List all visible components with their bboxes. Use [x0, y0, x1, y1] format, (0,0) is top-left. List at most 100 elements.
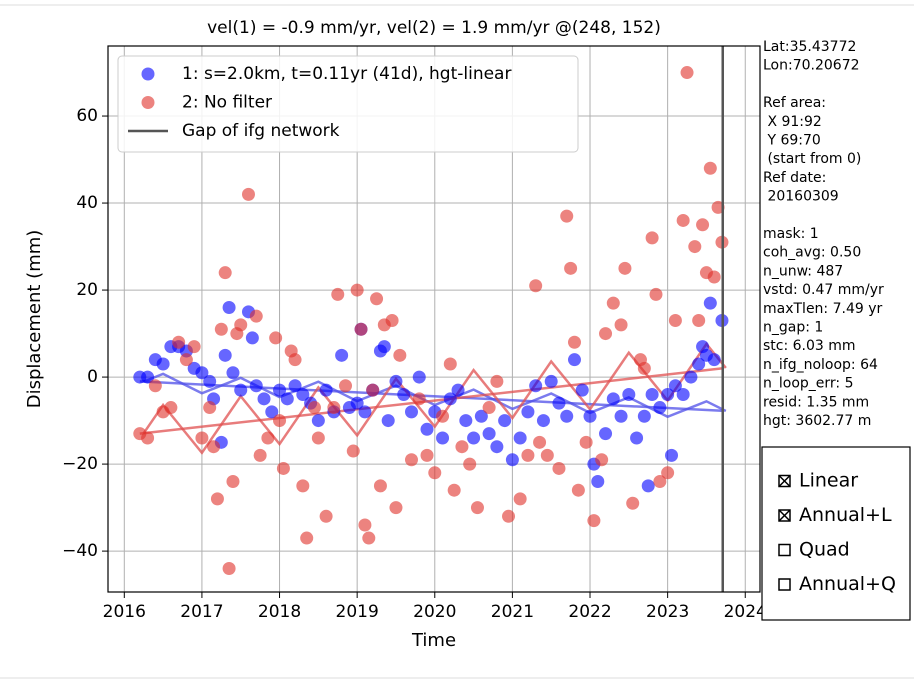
- check-cross[interactable]: [778, 474, 791, 488]
- scatter-point: [606, 296, 620, 310]
- check-button[interactable]: Annual+Q: [778, 573, 896, 595]
- scatter-point: [319, 509, 333, 523]
- scatter-point: [253, 448, 267, 462]
- info-line: 20160309: [763, 189, 839, 205]
- scatter-point: [300, 531, 314, 545]
- scatter-point: [459, 414, 473, 428]
- scatter-point: [684, 370, 698, 384]
- scatter-point: [358, 518, 372, 532]
- check-button[interactable]: Annual+L: [778, 504, 892, 526]
- legend-label: Gap of ifg network: [182, 121, 340, 141]
- check-label[interactable]: Linear: [799, 470, 858, 492]
- scatter-point: [420, 422, 434, 436]
- scatter-point: [711, 200, 725, 214]
- legend-marker: [141, 67, 155, 81]
- scatter-point: [362, 531, 376, 545]
- x-tick-label: 2024: [724, 602, 767, 622]
- info-line: n_ifg_noloop: 64: [763, 357, 878, 373]
- scatter-point: [653, 474, 667, 488]
- check-button[interactable]: Quad: [778, 539, 850, 561]
- scatter-point: [575, 383, 589, 397]
- scatter-point: [226, 474, 240, 488]
- scatter-point: [412, 392, 426, 406]
- scatter-point: [249, 379, 263, 393]
- info-line: n_unw: 487: [763, 263, 843, 279]
- check-label[interactable]: Quad: [799, 539, 850, 561]
- chart-title: vel(1) = -0.9 mm/yr, vel(2) = 1.9 mm/yr …: [207, 18, 661, 38]
- scatter-point: [335, 348, 349, 362]
- plot-area: 2016 2017 2018 2019 2020 2021 2022 2023 2024 −40 −…: [62, 45, 767, 622]
- scatter-point: [455, 440, 469, 454]
- scatter-point: [172, 335, 186, 349]
- scatter-point: [389, 501, 403, 515]
- scatter-point: [614, 318, 628, 332]
- check-box[interactable]: [778, 578, 791, 591]
- scatter-point: [599, 327, 613, 341]
- scatter-point: [688, 240, 702, 254]
- check-button[interactable]: Linear: [778, 470, 858, 492]
- scatter-point: [428, 466, 442, 480]
- scatter-point: [350, 396, 364, 410]
- x-tick-label: 2021: [491, 602, 534, 622]
- scatter-point: [187, 340, 201, 354]
- scatter-point: [381, 414, 395, 428]
- scatter-point: [218, 266, 232, 280]
- scatter-point: [226, 366, 240, 380]
- check-label[interactable]: Annual+Q: [799, 573, 896, 595]
- scatter-point: [249, 309, 263, 323]
- info-line: stc: 6.03 mm: [763, 338, 856, 354]
- scatter-point: [288, 353, 302, 367]
- info-line: Lon:70.20672: [763, 58, 860, 74]
- scatter-point: [327, 401, 341, 415]
- check-box[interactable]: [778, 543, 791, 557]
- scatter-point: [680, 66, 694, 80]
- x-tick-label: 2023: [646, 602, 689, 622]
- scatter-point: [637, 361, 651, 375]
- fit-line: [139, 367, 723, 435]
- scatter-point: [296, 479, 310, 493]
- scatter-point: [645, 231, 659, 245]
- scatter-point: [587, 514, 601, 528]
- scatter-point: [564, 261, 578, 275]
- scatter-point: [618, 261, 632, 275]
- scatter-point: [571, 483, 585, 497]
- scatter-point: [436, 409, 450, 423]
- check-label[interactable]: Annual+L: [799, 504, 892, 526]
- y-tick-label: 0: [87, 367, 98, 387]
- info-line: (start from 0): [763, 151, 861, 167]
- scatter-point: [203, 401, 217, 415]
- check-buttons: Linear Annual+L Quad Annual+Q: [778, 470, 896, 595]
- y-tick-label: −20: [62, 454, 98, 474]
- scatter-point: [614, 409, 628, 423]
- scatter-point: [164, 401, 178, 415]
- scatter-point: [420, 448, 434, 462]
- scatter-point: [214, 322, 228, 336]
- scatter-point: [377, 340, 391, 354]
- scatter-point: [560, 209, 574, 223]
- check-cross[interactable]: [778, 509, 791, 522]
- scatter-point: [692, 357, 706, 371]
- scatter-point: [661, 387, 675, 401]
- info-line: Ref area:: [763, 95, 826, 111]
- scatter-point: [521, 405, 535, 419]
- scatter-point: [567, 353, 581, 367]
- scatter-point: [482, 401, 496, 415]
- scatter-point: [447, 483, 461, 497]
- scatter-point: [529, 379, 543, 393]
- scatter-point: [346, 444, 360, 458]
- scatter-point: [222, 562, 236, 576]
- scatter-point: [179, 353, 193, 367]
- scatter-point: [513, 431, 527, 445]
- scatter-point: [707, 270, 721, 284]
- scatter-point: [533, 435, 547, 449]
- scatter-point: [692, 314, 706, 328]
- scatter-point: [210, 492, 224, 506]
- scatter-point: [583, 409, 597, 423]
- scatter-point: [218, 348, 232, 362]
- scatter-point: [536, 414, 550, 428]
- scatter-point: [141, 370, 155, 384]
- scatter-point: [276, 461, 290, 475]
- scatter-point: [385, 314, 399, 328]
- scatter-point: [331, 287, 345, 301]
